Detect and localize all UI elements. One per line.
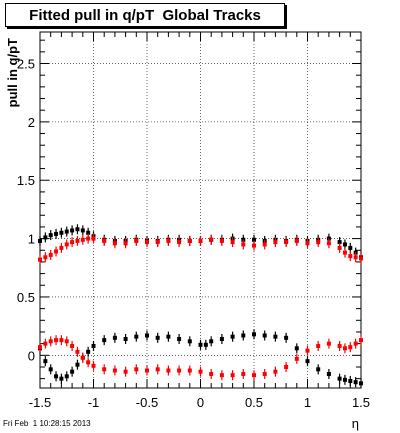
y-tick-label: 1.5 xyxy=(17,173,35,188)
y-tick-label: 0 xyxy=(28,348,35,363)
y-tick-label: 0.5 xyxy=(17,290,35,305)
x-tick-label: 0 xyxy=(197,395,204,410)
x-tick-label: -1.5 xyxy=(29,395,51,410)
x-tick-label: 1.5 xyxy=(352,395,370,410)
x-tick-label: 1 xyxy=(304,395,311,410)
data-series xyxy=(38,329,363,389)
grid-layer xyxy=(39,32,362,388)
y-axis-label: pull in q/pT xyxy=(5,38,20,107)
x-tick-label: -1 xyxy=(88,395,100,410)
x-tick-label: 0.5 xyxy=(245,395,263,410)
x-axis-label: η xyxy=(352,416,359,431)
labels-layer: -1.5 -1 -0.5 0 0.5 1 1.5 0 0.5 1 1.5 2 2.5 η pull in q… xyxy=(5,38,370,431)
data-series xyxy=(38,335,363,381)
marks-layer xyxy=(38,224,363,389)
data-series xyxy=(38,233,363,265)
chart-title-box: Fitted pull in q/pT Global Tracks xyxy=(5,3,285,27)
y-tick-label: 1 xyxy=(28,232,35,247)
chart-title: Fitted pull in q/pT Global Tracks xyxy=(29,7,261,24)
y-tick-label: 2.5 xyxy=(17,57,35,72)
timestamp-footer: Fri Feb 1 10:28:15 2013 xyxy=(3,419,91,428)
x-tick-label: -0.5 xyxy=(136,395,158,410)
axes-layer xyxy=(39,31,362,389)
y-tick-label: 2 xyxy=(28,115,35,130)
